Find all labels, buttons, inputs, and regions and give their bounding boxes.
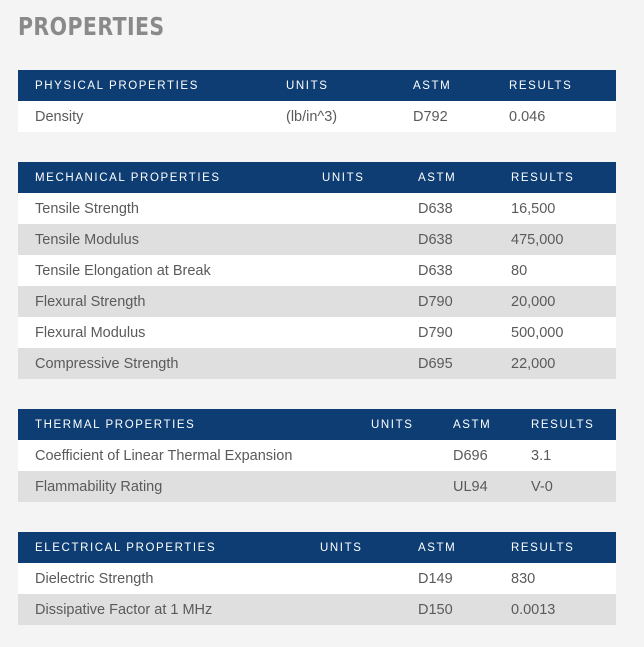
property-astm: D638	[401, 193, 494, 224]
property-result: 22,000	[494, 348, 616, 379]
header-units: UNITS	[268, 70, 395, 101]
property-units: (lb/in^3)	[268, 101, 395, 132]
header-category: PHYSICAL PROPERTIES	[18, 70, 268, 101]
table-header-row: PHYSICAL PROPERTIES UNITS ASTM RESULTS	[18, 70, 616, 101]
property-units	[304, 348, 401, 379]
property-name: Tensile Strength	[18, 193, 304, 224]
table-header-row: THERMAL PROPERTIES UNITS ASTM RESULTS	[18, 409, 616, 440]
property-astm: D790	[401, 317, 494, 348]
property-units	[304, 317, 401, 348]
header-results: RESULTS	[494, 162, 616, 193]
header-units: UNITS	[353, 409, 436, 440]
property-astm: D149	[401, 563, 494, 594]
table-row: Dissipative Factor at 1 MHz D150 0.0013	[18, 594, 616, 625]
property-name: Coefficient of Linear Thermal Expansion	[18, 440, 353, 471]
table-header-row: MECHANICAL PROPERTIES UNITS ASTM RESULTS	[18, 162, 616, 193]
table-row: Flammability Rating UL94 V-0	[18, 471, 616, 502]
thermal-properties-table: THERMAL PROPERTIES UNITS ASTM RESULTS Co…	[18, 409, 616, 502]
table-row: Flexural Strength D790 20,000	[18, 286, 616, 317]
header-results: RESULTS	[494, 532, 616, 563]
property-name: Dielectric Strength	[18, 563, 303, 594]
property-result: 16,500	[494, 193, 616, 224]
property-astm: UL94	[436, 471, 515, 502]
property-name: Flammability Rating	[18, 471, 353, 502]
table-row: Coefficient of Linear Thermal Expansion …	[18, 440, 616, 471]
property-name: Compressive Strength	[18, 348, 304, 379]
property-result: V-0	[515, 471, 616, 502]
property-units	[304, 193, 401, 224]
table-row: Density (lb/in^3) D792 0.046	[18, 101, 616, 132]
property-units	[353, 440, 436, 471]
property-result: 830	[494, 563, 616, 594]
property-units	[303, 594, 401, 625]
property-result: 0.046	[491, 101, 616, 132]
table-row: Tensile Elongation at Break D638 80	[18, 255, 616, 286]
property-astm: D695	[401, 348, 494, 379]
property-name: Dissipative Factor at 1 MHz	[18, 594, 303, 625]
header-results: RESULTS	[515, 409, 616, 440]
property-name: Flexural Modulus	[18, 317, 304, 348]
header-astm: ASTM	[436, 409, 515, 440]
header-units: UNITS	[304, 162, 401, 193]
page-title: PROPERTIES	[18, 12, 165, 41]
property-result: 0.0013	[494, 594, 616, 625]
property-units	[353, 471, 436, 502]
table-row: Tensile Strength D638 16,500	[18, 193, 616, 224]
table-row: Dielectric Strength D149 830	[18, 563, 616, 594]
property-astm: D696	[436, 440, 515, 471]
table-header-row: ELECTRICAL PROPERTIES UNITS ASTM RESULTS	[18, 532, 616, 563]
physical-properties-table: PHYSICAL PROPERTIES UNITS ASTM RESULTS D…	[18, 70, 616, 132]
property-result: 500,000	[494, 317, 616, 348]
property-name: Tensile Modulus	[18, 224, 304, 255]
table-row: Compressive Strength D695 22,000	[18, 348, 616, 379]
property-result: 20,000	[494, 286, 616, 317]
property-astm: D792	[395, 101, 491, 132]
property-units	[304, 255, 401, 286]
table-row: Flexural Modulus D790 500,000	[18, 317, 616, 348]
property-name: Flexural Strength	[18, 286, 304, 317]
property-units	[304, 224, 401, 255]
header-category: MECHANICAL PROPERTIES	[18, 162, 304, 193]
property-result: 475,000	[494, 224, 616, 255]
header-results: RESULTS	[491, 70, 616, 101]
property-name: Tensile Elongation at Break	[18, 255, 304, 286]
property-astm: D150	[401, 594, 494, 625]
property-result: 80	[494, 255, 616, 286]
property-units	[304, 286, 401, 317]
electrical-properties-table: ELECTRICAL PROPERTIES UNITS ASTM RESULTS…	[18, 532, 616, 625]
mechanical-properties-table: MECHANICAL PROPERTIES UNITS ASTM RESULTS…	[18, 162, 616, 379]
header-astm: ASTM	[401, 532, 494, 563]
property-astm: D638	[401, 224, 494, 255]
property-astm: D638	[401, 255, 494, 286]
property-name: Density	[18, 101, 268, 132]
header-category: ELECTRICAL PROPERTIES	[18, 532, 303, 563]
table-row: Tensile Modulus D638 475,000	[18, 224, 616, 255]
header-astm: ASTM	[401, 162, 494, 193]
header-astm: ASTM	[395, 70, 491, 101]
property-astm: D790	[401, 286, 494, 317]
header-units: UNITS	[303, 532, 401, 563]
property-units	[303, 563, 401, 594]
header-category: THERMAL PROPERTIES	[18, 409, 353, 440]
property-result: 3.1	[515, 440, 616, 471]
